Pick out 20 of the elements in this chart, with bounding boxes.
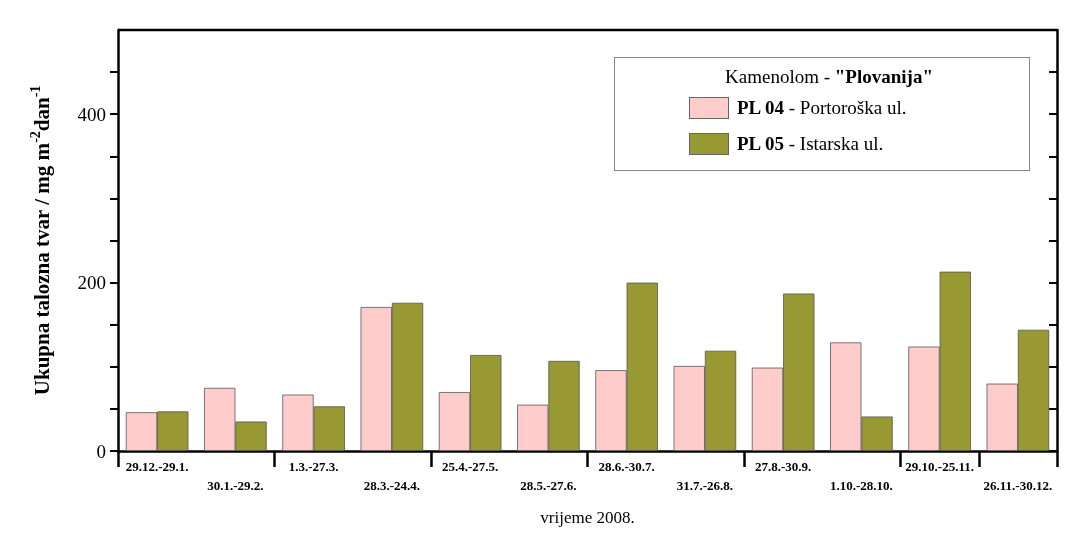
y-tick-label: 0 bbox=[96, 440, 106, 462]
x-tick-label: 28.3.-24.4. bbox=[363, 478, 421, 493]
legend-title: Kamenolom - "Plovanija" bbox=[724, 65, 934, 89]
x-tick-label: 29.10.-25.11. bbox=[905, 459, 974, 474]
x-tick-label: 31.7.-26.8. bbox=[676, 478, 734, 493]
y-tick-label: 400 bbox=[77, 103, 106, 125]
y-tick-label: 200 bbox=[77, 272, 106, 294]
y-axis-title: Ukupna talozna tvar / mg m-2dan-1 bbox=[27, 85, 54, 396]
x-tick-label: 28.6.-30.7. bbox=[598, 459, 655, 474]
x-tick-label: 28.5.-27.6. bbox=[520, 478, 577, 493]
x-tick-label: 27.8.-30.9. bbox=[754, 459, 812, 474]
x-tick-label: 26.11.-30.12. bbox=[983, 478, 1053, 493]
x-axis-title: vrijeme 2008. bbox=[540, 508, 635, 527]
x-tick-label: 30.1.-29.2. bbox=[207, 478, 264, 493]
x-tick-label: 1.3.-27.3. bbox=[288, 459, 339, 474]
legend-label: PL 04 - Portoroška ul. bbox=[737, 97, 907, 119]
x-tick-label: 25.4.-27.5. bbox=[441, 459, 499, 474]
x-tick-label: 29.12.-29.1. bbox=[125, 459, 189, 474]
x-tick-label: 1.10.-28.10. bbox=[829, 478, 893, 493]
legend-label: PL 05 - Istarska ul. bbox=[737, 133, 884, 155]
